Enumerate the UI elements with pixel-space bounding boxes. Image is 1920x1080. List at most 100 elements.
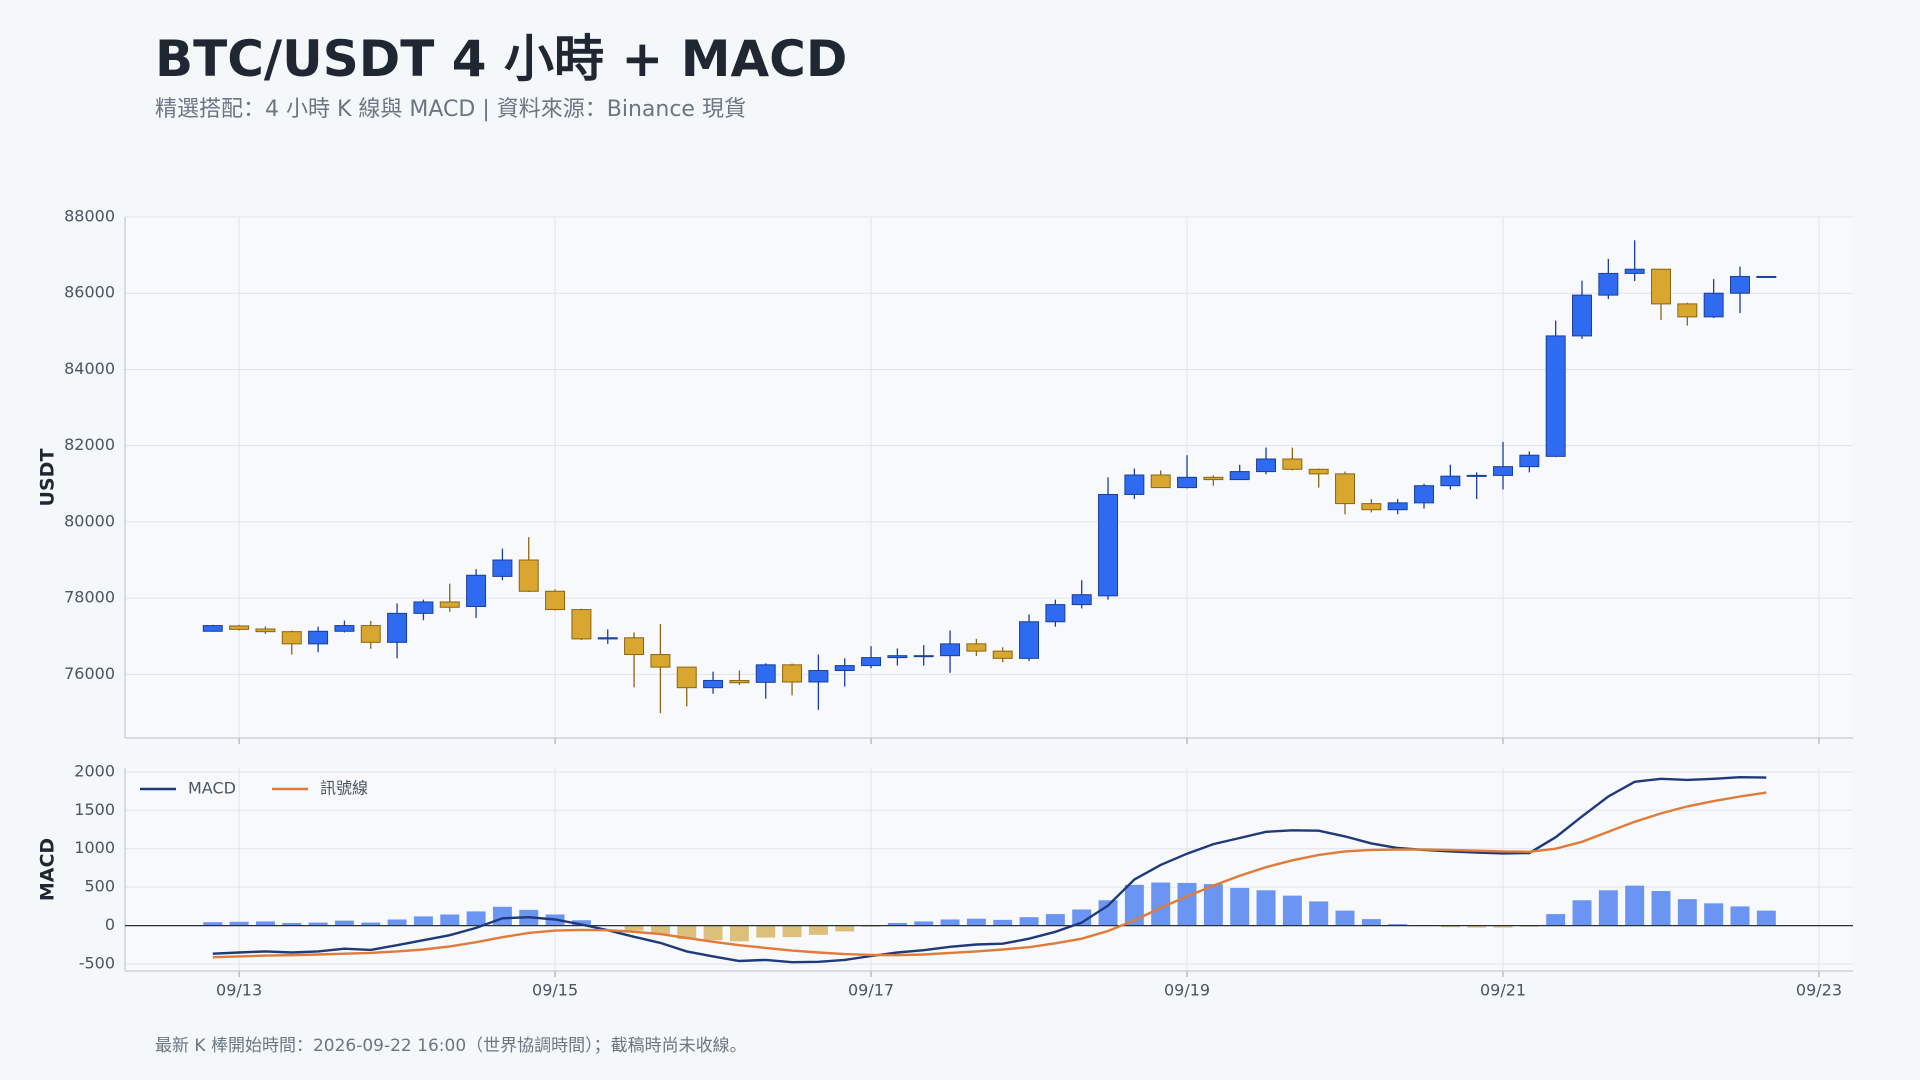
candle-body bbox=[1203, 476, 1224, 481]
histogram-bar bbox=[1546, 914, 1566, 926]
plot-area bbox=[125, 217, 1853, 738]
candle-body bbox=[1440, 475, 1461, 487]
candle-body bbox=[1677, 303, 1698, 318]
histogram-bar bbox=[887, 922, 907, 926]
histogram-bar bbox=[1151, 882, 1171, 926]
candle-body bbox=[597, 637, 618, 640]
histogram-bar bbox=[361, 922, 381, 926]
candle-body bbox=[360, 625, 381, 643]
histogram-bar bbox=[1493, 925, 1513, 928]
histogram-bar bbox=[993, 919, 1013, 926]
histogram-bar bbox=[334, 920, 354, 926]
histogram-bar bbox=[492, 906, 512, 926]
histogram-bar bbox=[808, 925, 828, 935]
y-tick-label: 2000 bbox=[74, 761, 115, 780]
candle-body bbox=[1335, 473, 1356, 505]
histogram-bar bbox=[1203, 884, 1223, 926]
candle-body bbox=[1071, 594, 1092, 606]
candle-body bbox=[1703, 292, 1724, 318]
candle-body bbox=[1150, 474, 1171, 489]
candle-body bbox=[676, 666, 697, 689]
histogram-bar bbox=[1124, 884, 1144, 926]
candle-body bbox=[1545, 335, 1566, 457]
candle-body bbox=[1229, 471, 1250, 481]
candle-body bbox=[782, 664, 803, 683]
histogram-bar bbox=[1704, 903, 1724, 926]
y-tick-label: 86000 bbox=[64, 283, 115, 302]
page-subtitle: 精選搭配：4 小時 K 線與 MACD | 資料來源：Binance 現貨 bbox=[155, 97, 746, 122]
y-tick-label: 84000 bbox=[64, 359, 115, 378]
candle-body bbox=[650, 654, 671, 668]
candle-body bbox=[308, 630, 329, 645]
histogram-bar bbox=[677, 925, 697, 940]
x-tick-label: 09/15 bbox=[532, 981, 578, 1000]
histogram-bar bbox=[1045, 914, 1065, 926]
y-tick-label: 80000 bbox=[64, 511, 115, 530]
histogram-bar bbox=[1361, 919, 1381, 926]
y-tick-label: 76000 bbox=[64, 664, 115, 683]
y-axis-label: MACD bbox=[37, 838, 59, 901]
page-title: BTC/USDT 4 小時 + MACD bbox=[155, 30, 847, 88]
histogram-bar bbox=[387, 919, 407, 926]
histogram-bar bbox=[940, 919, 960, 926]
candle-body bbox=[571, 609, 592, 640]
y-tick-label: 78000 bbox=[64, 588, 115, 607]
candle-body bbox=[1572, 294, 1592, 337]
candle-body bbox=[887, 655, 908, 659]
candle-body bbox=[1098, 493, 1119, 597]
candle-body bbox=[466, 574, 487, 608]
histogram-bar bbox=[282, 922, 302, 926]
histogram-bar bbox=[1098, 900, 1118, 926]
candle-body bbox=[1466, 474, 1487, 477]
histogram-bar bbox=[1756, 910, 1776, 926]
histogram-bar bbox=[1572, 900, 1592, 926]
histogram-bar bbox=[1730, 906, 1750, 926]
y-tick-label: 0 bbox=[105, 915, 115, 934]
candle-body bbox=[545, 590, 566, 611]
histogram-bar bbox=[729, 925, 749, 942]
histogram-bar bbox=[571, 920, 591, 926]
histogram-bar bbox=[229, 921, 249, 926]
candle-body bbox=[413, 601, 434, 614]
candle-body bbox=[518, 559, 539, 592]
histogram-bar bbox=[1677, 899, 1697, 926]
histogram-bar bbox=[1651, 891, 1671, 926]
histogram-bar bbox=[1230, 887, 1250, 926]
histogram-bar bbox=[1072, 909, 1092, 926]
candle-body bbox=[1493, 466, 1513, 476]
candle-body bbox=[624, 637, 645, 656]
candle-body bbox=[202, 625, 223, 632]
candle-body bbox=[1598, 272, 1619, 296]
y-tick-label: 500 bbox=[84, 877, 115, 896]
y-axis-label: USDT bbox=[37, 449, 59, 507]
candle-body bbox=[703, 679, 724, 689]
histogram-bar bbox=[413, 916, 433, 926]
candle-body bbox=[334, 625, 355, 632]
histogram-bar bbox=[203, 922, 223, 926]
candle-body bbox=[439, 601, 460, 608]
candle-body bbox=[1651, 268, 1671, 305]
candle-body bbox=[808, 670, 829, 683]
candle-body bbox=[966, 643, 987, 652]
x-tick-label: 09/17 bbox=[848, 981, 894, 1000]
candle-body bbox=[729, 679, 750, 684]
histogram-bar bbox=[308, 922, 328, 926]
series-line bbox=[212, 775, 1767, 964]
y-tick-label: -500 bbox=[79, 954, 115, 973]
x-tick-label: 09/19 bbox=[1164, 981, 1210, 1000]
histogram-bar bbox=[703, 925, 723, 941]
candle-body bbox=[387, 612, 408, 643]
histogram-bar bbox=[1440, 925, 1460, 928]
legend-label: MACD bbox=[188, 779, 236, 798]
histogram-bar bbox=[466, 911, 486, 926]
candle-body bbox=[992, 650, 1013, 659]
candle-body bbox=[1414, 485, 1434, 504]
y-tick-label: 1500 bbox=[74, 800, 115, 819]
histogram-bar bbox=[650, 925, 670, 935]
candle-body bbox=[940, 643, 961, 657]
candle-body bbox=[1624, 268, 1645, 274]
histogram-bar bbox=[782, 925, 802, 938]
candle-body bbox=[229, 625, 250, 630]
candle-body bbox=[1361, 503, 1382, 511]
